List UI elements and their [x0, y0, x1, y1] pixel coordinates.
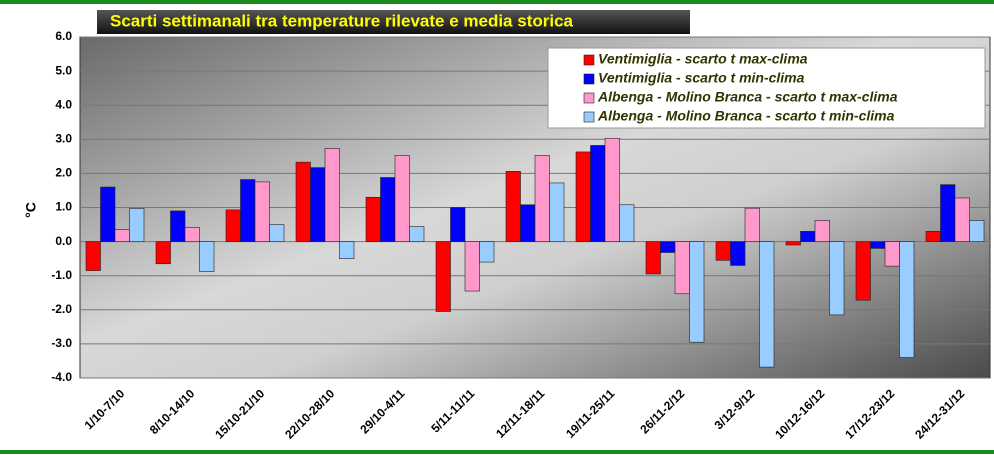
bar — [225, 209, 241, 242]
bar — [604, 137, 620, 242]
bar — [829, 241, 845, 316]
bar — [450, 207, 466, 242]
legend-label: Albenga - Molino Branca - scarto t min-c… — [597, 108, 895, 124]
bar — [129, 208, 145, 242]
bar — [969, 220, 985, 242]
x-tick-label: 15/10-21/10 — [212, 386, 267, 441]
x-tick-label: 3/12-9/12 — [712, 386, 758, 432]
x-tick-label: 22/10-28/10 — [282, 386, 337, 441]
bar — [954, 197, 970, 242]
y-tick-label: -1.0 — [51, 268, 72, 282]
bar — [855, 241, 871, 301]
legend-swatch — [583, 111, 595, 123]
bar — [730, 241, 746, 266]
bar — [505, 171, 521, 242]
bar — [479, 241, 495, 263]
bar — [170, 210, 186, 242]
x-tick-label: 24/12-31/12 — [912, 386, 967, 441]
x-tick-label: 12/11-18/11 — [493, 386, 547, 440]
title-box — [97, 10, 690, 34]
bar — [759, 241, 775, 368]
bar — [534, 155, 550, 242]
bar — [645, 241, 661, 275]
legend-swatch — [583, 73, 595, 85]
bar — [590, 145, 606, 242]
bar — [199, 241, 215, 272]
legend — [547, 47, 986, 129]
bar — [339, 241, 355, 259]
bar — [689, 241, 705, 343]
y-tick-label: 1.0 — [55, 200, 72, 214]
y-tick-label: 5.0 — [55, 63, 72, 77]
legend-swatch — [583, 92, 595, 104]
bar — [940, 184, 956, 242]
bar — [785, 241, 801, 246]
y-tick-label: 4.0 — [55, 97, 72, 111]
x-tick-label: 8/10-14/10 — [147, 386, 198, 437]
bar — [310, 167, 326, 242]
x-tick-label: 10/12-16/12 — [772, 386, 827, 441]
y-axis-label: °C — [23, 202, 39, 218]
x-tick-label: 29/10-4/11 — [357, 386, 407, 436]
bar — [814, 220, 830, 242]
bar — [155, 241, 171, 265]
x-tick-label: 26/11-2/12 — [637, 386, 687, 436]
y-tick-label: 6.0 — [55, 29, 72, 43]
bar — [114, 229, 130, 242]
bar — [925, 231, 941, 242]
bar — [324, 148, 340, 242]
bottom-border — [0, 450, 994, 454]
legend-label: Ventimiglia - scarto t min-clima — [598, 70, 805, 86]
y-tick-label: 2.0 — [55, 166, 72, 180]
bar — [100, 186, 116, 242]
bar — [254, 181, 270, 242]
bar — [884, 241, 900, 267]
x-tick-label: 1/10-7/10 — [82, 386, 128, 432]
bar — [435, 241, 451, 312]
bar — [899, 241, 915, 358]
bar — [520, 204, 536, 242]
bar — [240, 179, 256, 242]
bar — [380, 177, 396, 242]
top-border — [0, 0, 994, 4]
bar — [800, 231, 816, 242]
bar — [715, 241, 731, 261]
legend-label: Ventimiglia - scarto t max-clima — [598, 51, 808, 67]
bar — [660, 241, 676, 253]
bar — [870, 241, 886, 249]
bar — [744, 207, 760, 242]
x-tick-label: 19/11-25/11 — [563, 386, 617, 440]
bar — [394, 155, 410, 242]
y-tick-label: 0.0 — [55, 234, 72, 248]
legend-swatch — [583, 54, 595, 66]
bar — [619, 204, 635, 242]
bar — [549, 182, 565, 242]
y-tick-label: 3.0 — [55, 131, 72, 145]
chart-title: Scarti settimanali tra temperature rilev… — [110, 11, 574, 30]
bar — [409, 226, 425, 242]
bar — [85, 241, 101, 271]
bar — [295, 161, 311, 242]
bar — [464, 241, 480, 292]
y-tick-label: -4.0 — [51, 370, 72, 384]
bar — [184, 226, 200, 242]
y-tick-label: -2.0 — [51, 302, 72, 316]
bar — [575, 151, 591, 242]
legend-label: Albenga - Molino Branca - scarto t max-c… — [597, 89, 898, 105]
bar — [365, 196, 381, 242]
x-tick-label: 5/11-11/11 — [428, 386, 477, 435]
y-tick-label: -3.0 — [51, 336, 72, 350]
bar — [674, 241, 690, 295]
bar — [269, 224, 285, 242]
x-tick-label: 17/12-23/12 — [842, 386, 897, 441]
